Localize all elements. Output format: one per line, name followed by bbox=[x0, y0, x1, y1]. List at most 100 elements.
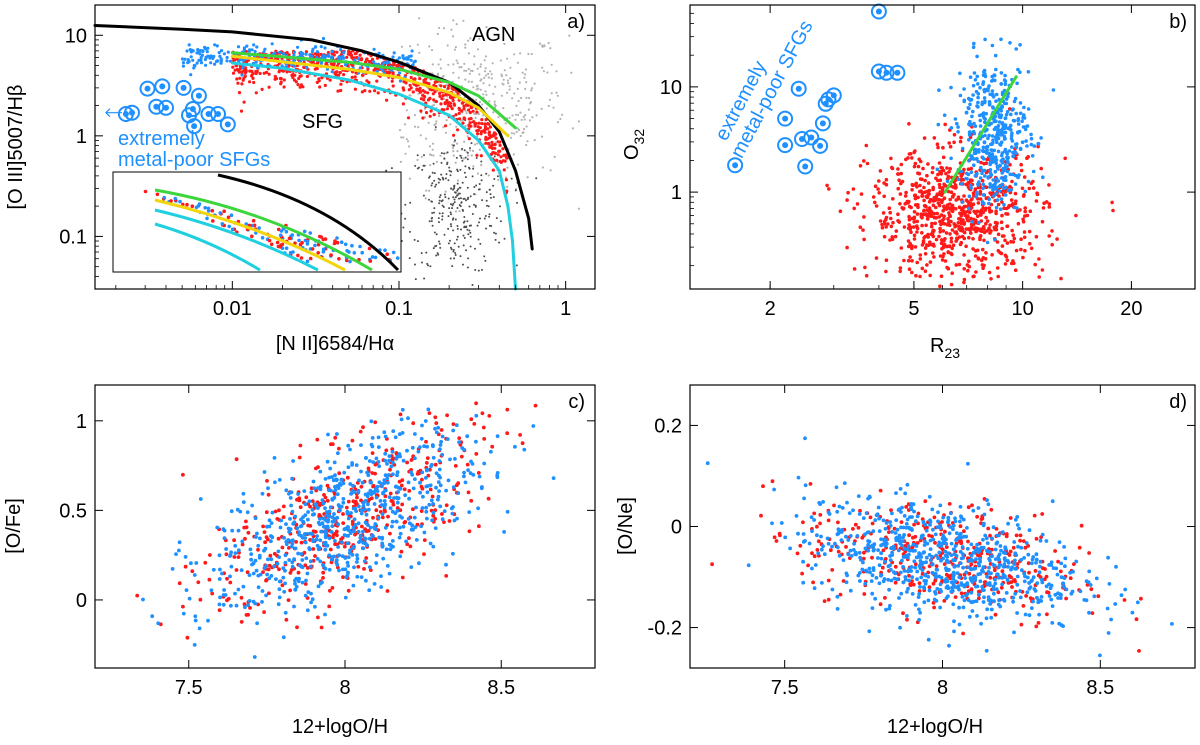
panel-c-blue-point bbox=[422, 530, 427, 535]
panel-d-blue-point bbox=[938, 605, 942, 610]
panel-b-blue-point bbox=[994, 92, 999, 97]
panel-c-red-point bbox=[346, 588, 351, 593]
panel-b-red-point bbox=[1031, 186, 1036, 190]
panel-c-blue-point bbox=[222, 536, 227, 541]
panel-c-blue-point bbox=[387, 495, 392, 500]
panel-c-red-point bbox=[319, 625, 324, 630]
panel-d-red-point bbox=[1033, 569, 1038, 573]
panel-a-agn-point bbox=[455, 125, 458, 128]
panel-c-blue-point bbox=[457, 440, 461, 445]
panel-a-xlabel: [N II]6584/Hα bbox=[276, 333, 394, 355]
panel-c-red-point bbox=[266, 537, 270, 542]
panel-a-agn-point bbox=[463, 62, 466, 65]
panel-c-blue-point bbox=[194, 561, 199, 565]
panel-b-blue-point bbox=[976, 95, 980, 100]
panel-c-blue-point bbox=[383, 488, 387, 493]
panel-c-blue-point bbox=[451, 485, 456, 490]
panel-c-ylabel: [O/Fe] bbox=[3, 498, 25, 554]
panel-c-blue-point bbox=[325, 459, 330, 464]
panel-b-red-point bbox=[934, 216, 938, 220]
panel-a-agn-point bbox=[519, 52, 522, 55]
panel-a-composite-point bbox=[460, 228, 462, 231]
panel-c-blue-point bbox=[305, 571, 310, 576]
panel-a-composite-point bbox=[456, 194, 458, 197]
panel-b-xmp-ring bbox=[803, 129, 820, 146]
panel-a-sfg-point bbox=[285, 51, 289, 55]
panel-b-red-point bbox=[907, 217, 912, 222]
panel-a-blue-point bbox=[398, 79, 403, 83]
panel-b-red-point bbox=[973, 220, 978, 225]
panel-a-agn-point bbox=[507, 82, 510, 85]
panel-a-agn-point bbox=[442, 75, 445, 78]
panel-a-agn-point bbox=[487, 76, 490, 79]
panel-c-blue-point bbox=[308, 559, 313, 564]
panel-c-blue-point bbox=[376, 460, 381, 464]
panel-a-blue-point bbox=[240, 73, 244, 77]
panel-c-blue-point bbox=[184, 588, 189, 592]
panel-b-red-point bbox=[899, 181, 903, 186]
panel-c-blue-point bbox=[230, 528, 235, 533]
panel-a-curve bbox=[230, 51, 517, 130]
panel-b-blue-point bbox=[1032, 144, 1037, 148]
panel-c-blue-point bbox=[391, 472, 395, 477]
panel-b-blue-point bbox=[999, 197, 1004, 201]
panel-b-blue-point bbox=[969, 170, 974, 174]
panel-b-blue-point bbox=[1007, 149, 1012, 153]
panel-b-red-point bbox=[945, 265, 949, 270]
panel-a-composite-point bbox=[462, 234, 465, 237]
panel-c-xlabel: 12+logO/H bbox=[292, 716, 388, 738]
panel-c-red-point bbox=[296, 570, 301, 575]
panel-a-composite-point bbox=[448, 207, 451, 210]
panel-a-agn-point bbox=[457, 76, 460, 79]
panel-c-blue-point bbox=[318, 517, 322, 521]
panel-a-composite-point bbox=[461, 181, 464, 184]
panel-b-red-point bbox=[982, 263, 986, 268]
panel-b-red-point bbox=[913, 183, 917, 187]
panel-b-blue-point bbox=[980, 200, 985, 204]
panel-a-sfg-point bbox=[451, 96, 455, 100]
panel-c-blue-point bbox=[358, 535, 363, 540]
panel-b-blue-point bbox=[997, 120, 1002, 124]
panel-c-blue-point bbox=[384, 547, 389, 552]
panel-a-sfg-point bbox=[260, 87, 264, 91]
panel-b-red-point bbox=[916, 195, 920, 200]
panel-b-blue-point bbox=[967, 138, 971, 142]
panel-d-red-point bbox=[989, 507, 994, 512]
panel-a-sfg-point bbox=[332, 53, 336, 57]
panel-c-blue-point bbox=[395, 473, 399, 478]
panel-c-blue-point bbox=[281, 635, 286, 640]
panel-a-agn-point bbox=[456, 62, 459, 65]
panel-b-red-point bbox=[951, 206, 956, 210]
panel-d-red-point bbox=[999, 585, 1004, 590]
panel-b-blue-point bbox=[1002, 186, 1006, 190]
panel-d-blue-point bbox=[919, 575, 924, 580]
panel-c-blue-point bbox=[436, 494, 441, 499]
panel-b-blue-point bbox=[977, 148, 981, 152]
panel-d-blue-point bbox=[895, 527, 900, 532]
panel-c-red-point bbox=[236, 555, 241, 559]
panel-b-blue-point bbox=[976, 82, 980, 86]
panel-a-composite-point bbox=[452, 229, 455, 232]
panel-c-blue-point bbox=[463, 480, 468, 485]
panel-c-red-point bbox=[405, 460, 409, 465]
panel-a-composite-point bbox=[466, 158, 469, 161]
panel-c-blue-point bbox=[221, 602, 226, 607]
panel-c-blue-point bbox=[450, 511, 455, 516]
panel-a-composite-point bbox=[431, 171, 434, 174]
panel-c-ytick-label: 1 bbox=[76, 411, 87, 433]
panel-c-blue-point bbox=[319, 529, 323, 534]
panel-a-blue-point bbox=[183, 57, 187, 61]
panel-d-red-point bbox=[1027, 570, 1031, 575]
panel-a-agn-point bbox=[478, 37, 481, 40]
panel-b-red-point bbox=[893, 234, 898, 239]
panel-a-composite-point bbox=[480, 174, 483, 177]
panel-a-agn-point bbox=[521, 71, 524, 74]
panel-d-red-point bbox=[887, 530, 891, 534]
panel-d-red-point bbox=[851, 527, 855, 531]
panel-a-sfg-point bbox=[236, 81, 240, 85]
panel-c-red-point bbox=[135, 593, 140, 598]
panel-a-xtick-label: 0.01 bbox=[213, 298, 252, 320]
panel-c-red-point bbox=[334, 529, 339, 534]
panel-c-blue-point bbox=[377, 464, 381, 469]
panel-d-blue-point bbox=[898, 625, 902, 630]
